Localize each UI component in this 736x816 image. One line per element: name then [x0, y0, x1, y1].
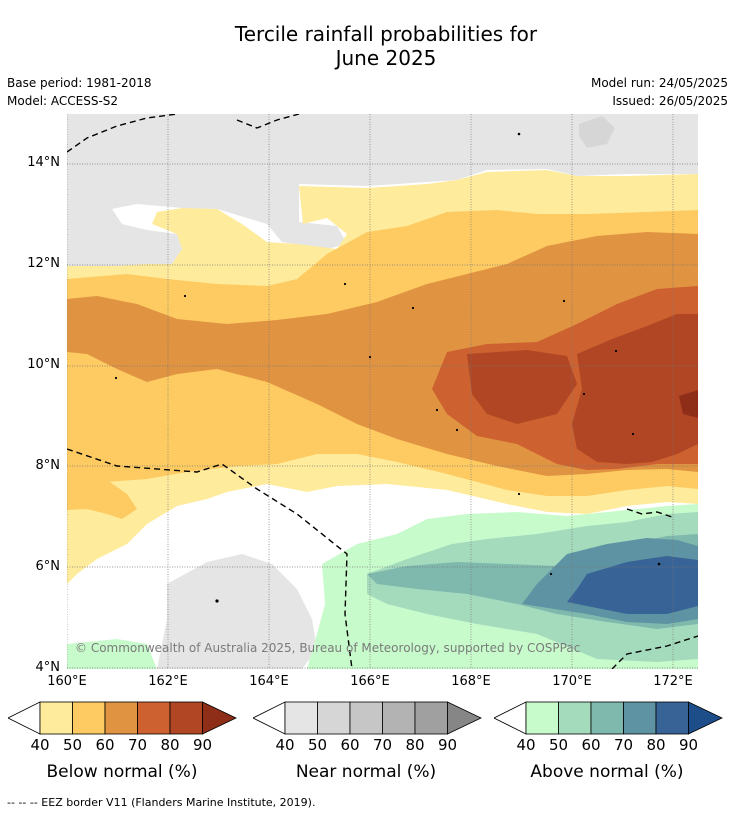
below-50-south-lobe — [67, 480, 137, 519]
below-tick-40: 40 — [30, 736, 50, 754]
near-normal-region-north — [67, 114, 698, 266]
near-normal-label: Near normal (%) — [295, 762, 437, 782]
lon-label-166: 166°E — [350, 674, 390, 689]
lon-label-162: 162°E — [148, 674, 188, 689]
above-normal-label: Above normal (%) — [530, 762, 684, 782]
below-90-patch — [679, 390, 698, 418]
below-tick-70: 70 — [127, 736, 148, 754]
title-line-2: June 2025 — [335, 46, 437, 70]
above-tick-70: 70 — [613, 736, 634, 754]
rainfall-map — [67, 114, 698, 669]
above-tick-50: 50 — [548, 736, 569, 754]
near-tick-40: 40 — [275, 736, 295, 754]
legend-below-normal: 40 50 60 70 80 90 Below normal (%) — [8, 700, 238, 790]
above-80-core — [567, 556, 698, 614]
above-40-sw-patch — [67, 639, 157, 669]
lon-label-160: 160°E — [47, 674, 87, 689]
eez-borders — [67, 114, 698, 669]
below-tick-90: 90 — [192, 736, 213, 754]
lon-label-164: 164°E — [249, 674, 289, 689]
islands — [114, 132, 661, 603]
colorbar-near — [253, 701, 482, 735]
below-80-core — [572, 314, 698, 464]
near-normal-patch-ne — [579, 116, 615, 148]
above-tick-90: 90 — [678, 736, 699, 754]
colorbar-above — [494, 701, 723, 735]
lat-label-12: 12°N — [27, 256, 60, 271]
map-svg — [67, 114, 698, 669]
issued-date: Issued: 26/05/2025 — [612, 94, 728, 108]
meta-right: Model run: 24/05/2025 Issued: 26/05/2025 — [591, 74, 728, 110]
above-tick-60: 60 — [581, 736, 601, 754]
model-name: Model: ACCESS-S2 — [7, 94, 119, 108]
lat-label-14: 14°N — [27, 155, 60, 170]
near-tick-80: 80 — [405, 736, 425, 754]
below-tick-80: 80 — [160, 736, 180, 754]
near-tick-60: 60 — [340, 736, 360, 754]
legend-above-normal: 40 50 60 70 80 90 Above normal (%) — [494, 700, 724, 790]
lat-label-10: 10°N — [27, 357, 60, 372]
below-tick-60: 60 — [95, 736, 115, 754]
graticule — [67, 114, 698, 669]
lat-label-6: 6°N — [35, 559, 61, 574]
chart-title: Tercile rainfall probabilities for June … — [0, 22, 736, 70]
lon-label-172: 172°E — [653, 674, 693, 689]
model-run: Model run: 24/05/2025 — [590, 76, 728, 90]
above-tick-80: 80 — [646, 736, 666, 754]
lat-label-8: 8°N — [35, 458, 61, 473]
below-80-west-lobe — [467, 350, 577, 424]
eez-footnote: -- -- -- EEZ border V11 (Flanders Marine… — [7, 796, 316, 809]
legend-near-normal: 40 50 60 70 80 90 Near normal (%) — [253, 700, 483, 790]
near-normal-region-south — [157, 554, 317, 669]
near-tick-70: 70 — [372, 736, 393, 754]
base-period: Base period: 1981-2018 — [7, 76, 152, 90]
below-tick-50: 50 — [62, 736, 83, 754]
colorbar-below — [8, 701, 237, 735]
above-tick-40: 40 — [516, 736, 536, 754]
near-tick-50: 50 — [307, 736, 328, 754]
near-tick-90: 90 — [437, 736, 458, 754]
meta-left: Base period: 1981-2018 Model: ACCESS-S2 — [7, 74, 152, 110]
title-line-1: Tercile rainfall probabilities for — [234, 22, 538, 46]
lon-label-170: 170°E — [552, 674, 592, 689]
below-normal-label: Below normal (%) — [46, 762, 198, 782]
lon-label-168: 168°E — [451, 674, 491, 689]
lat-label-4: 4°N — [35, 660, 61, 675]
copyright-notice: © Commonwealth of Australia 2025, Bureau… — [75, 641, 581, 655]
